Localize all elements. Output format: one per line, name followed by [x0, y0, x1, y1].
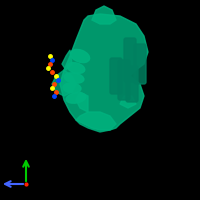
- FancyBboxPatch shape: [110, 58, 122, 94]
- FancyBboxPatch shape: [134, 44, 146, 84]
- FancyBboxPatch shape: [118, 60, 130, 100]
- FancyBboxPatch shape: [126, 66, 138, 102]
- Ellipse shape: [70, 49, 90, 63]
- Polygon shape: [76, 92, 88, 112]
- Ellipse shape: [67, 63, 85, 73]
- Ellipse shape: [63, 83, 81, 93]
- Polygon shape: [92, 6, 116, 24]
- FancyBboxPatch shape: [124, 38, 136, 82]
- Ellipse shape: [64, 73, 84, 83]
- Polygon shape: [76, 112, 116, 132]
- Polygon shape: [120, 96, 136, 108]
- Ellipse shape: [66, 93, 86, 103]
- Polygon shape: [52, 70, 76, 96]
- Polygon shape: [60, 14, 148, 130]
- Polygon shape: [62, 50, 72, 70]
